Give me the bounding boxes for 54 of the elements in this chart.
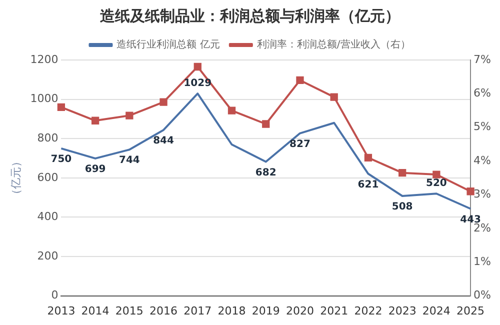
point	[432, 170, 440, 178]
point	[228, 106, 236, 114]
data-label: 508	[392, 202, 413, 213]
point	[126, 112, 134, 120]
data-label: 682	[255, 167, 276, 178]
x-tick-label: 2025	[456, 304, 485, 318]
point	[364, 154, 372, 162]
y2-tick-label: 5%	[474, 120, 491, 134]
y-tick-label: 600	[37, 170, 58, 184]
point	[262, 120, 270, 128]
data-label: 699	[84, 164, 106, 176]
x-tick-label: 2015	[115, 304, 144, 318]
point	[57, 103, 66, 111]
y-tick-label: 200	[37, 249, 58, 262]
data-label: 520	[426, 178, 447, 190]
point	[296, 76, 304, 84]
x-tick-label: 2021	[320, 304, 348, 318]
point	[160, 98, 168, 106]
x-tick-label: 2020	[286, 304, 314, 318]
x-tick-label: 2017	[184, 304, 212, 318]
data-label: 621	[358, 179, 379, 190]
point	[194, 62, 202, 71]
x-tick-label: 2016	[150, 304, 178, 318]
x-tick-label: 2019	[252, 304, 280, 318]
y2-tick-label: 3%	[474, 188, 491, 201]
data-label: 844	[153, 136, 174, 147]
y-tick-label: 0	[51, 288, 58, 302]
y-tick-label: 1000	[30, 92, 58, 106]
y2-tick-label: 4%	[474, 154, 491, 167]
y-tick-label: 400	[37, 210, 58, 224]
data-label: 827	[290, 138, 310, 150]
x-tick-label: 2022	[354, 304, 382, 318]
point	[91, 116, 100, 124]
y-tick-label: 1200	[30, 52, 58, 66]
y2-tick-label: 6%	[474, 86, 491, 100]
chart-title: 造纸及纸制品业：利润总额与利润率（亿元）	[99, 6, 400, 25]
point	[398, 169, 406, 177]
data-label: 750	[50, 154, 72, 166]
data-label: 744	[118, 155, 140, 166]
legend-label: 利润率：利润总额/营业收入（右）	[256, 38, 410, 51]
y2-tick-label: 0%	[474, 288, 491, 302]
x-tick-label: 2013	[47, 304, 76, 318]
y-tick-label: 800	[37, 131, 58, 144]
y-axis-title: （亿元）	[9, 156, 22, 200]
point	[466, 188, 474, 196]
y2-tick-label: 1%	[474, 254, 491, 268]
x-tick-label: 2024	[422, 304, 450, 318]
x-tick-label: 2018	[218, 304, 246, 318]
y2-tick-label: 7%	[474, 52, 491, 66]
x-tick-label: 2014	[81, 304, 110, 318]
legend-label: 造纸行业利润总额 亿元	[116, 38, 220, 51]
data-label: 1029	[184, 78, 212, 90]
x-tick-label: 2023	[388, 304, 416, 318]
point	[330, 93, 338, 101]
